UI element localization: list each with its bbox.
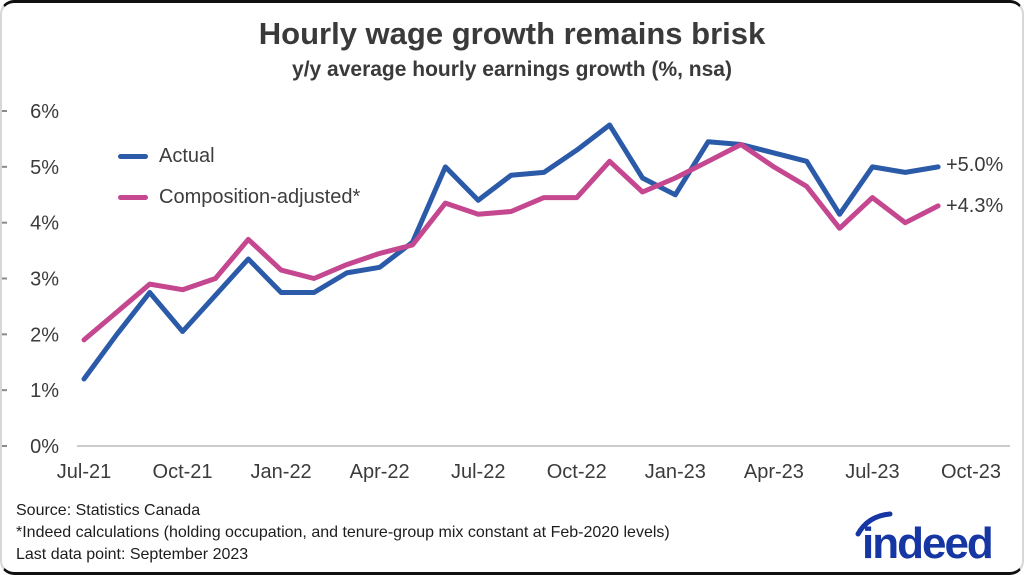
x-axis-label: Oct-21 bbox=[153, 461, 213, 483]
chart-legend: Actual Composition-adjusted* bbox=[118, 142, 360, 224]
x-axis-label: Oct-23 bbox=[941, 461, 1001, 483]
actual-end-value-label: +5.0% bbox=[946, 154, 1004, 176]
y-axis-label: 1% bbox=[30, 380, 59, 402]
y-axis-label: 2% bbox=[30, 324, 59, 346]
y-axis-label: 0% bbox=[30, 436, 59, 458]
footnotes: Source: Statistics Canada *Indeed calcul… bbox=[16, 500, 670, 566]
actual-line-swatch bbox=[118, 153, 148, 159]
x-axis-label: Jan-22 bbox=[251, 461, 312, 483]
actual-line bbox=[81, 122, 941, 382]
chart-subtitle: y/y average hourly earnings growth (%, n… bbox=[292, 58, 732, 81]
y-axis-label: 5% bbox=[30, 157, 59, 179]
last-data-point-note: Last data point: September 2023 bbox=[16, 546, 249, 563]
y-axis-label: 3% bbox=[30, 269, 59, 291]
y-axis-label: 4% bbox=[30, 213, 59, 235]
indeed-logo-text: indeed bbox=[862, 519, 992, 566]
x-axis-label: Apr-23 bbox=[744, 461, 804, 483]
x-axis-label: Apr-22 bbox=[350, 461, 410, 483]
indeed-logo-arc bbox=[855, 511, 893, 537]
adjusted-line-swatch bbox=[118, 194, 148, 200]
adjusted-end-value-label: +4.3% bbox=[946, 195, 1004, 217]
x-axis-label: Jan-23 bbox=[645, 461, 706, 483]
source-note: Source: Statistics Canada bbox=[16, 502, 201, 519]
legend-label-adjusted: Composition-adjusted* bbox=[159, 185, 361, 208]
chart-title: Hourly wage growth remains brisk bbox=[258, 16, 766, 51]
indeed-logo: indeed bbox=[855, 511, 994, 566]
x-axis-label: Jul-23 bbox=[845, 461, 899, 483]
line-chart: 0% 1% 2% 3% 4% 5% 6% Jul-21 Oct-21 Jan-22 Apr-22 Ju… bbox=[2, 101, 1010, 483]
legend-item-actual: Actual bbox=[118, 142, 360, 170]
x-axis-label: Jul-21 bbox=[57, 461, 111, 483]
calculation-note: *Indeed calculations (holding occupation… bbox=[16, 524, 670, 541]
y-axis-label: 6% bbox=[30, 101, 59, 123]
x-axis-label: Jul-22 bbox=[451, 461, 505, 483]
legend-label-actual: Actual bbox=[159, 144, 215, 167]
composition-adjusted-line bbox=[81, 142, 941, 343]
x-axis-label: Oct-22 bbox=[547, 461, 607, 483]
legend-item-adjusted: Composition-adjusted* bbox=[118, 183, 360, 211]
